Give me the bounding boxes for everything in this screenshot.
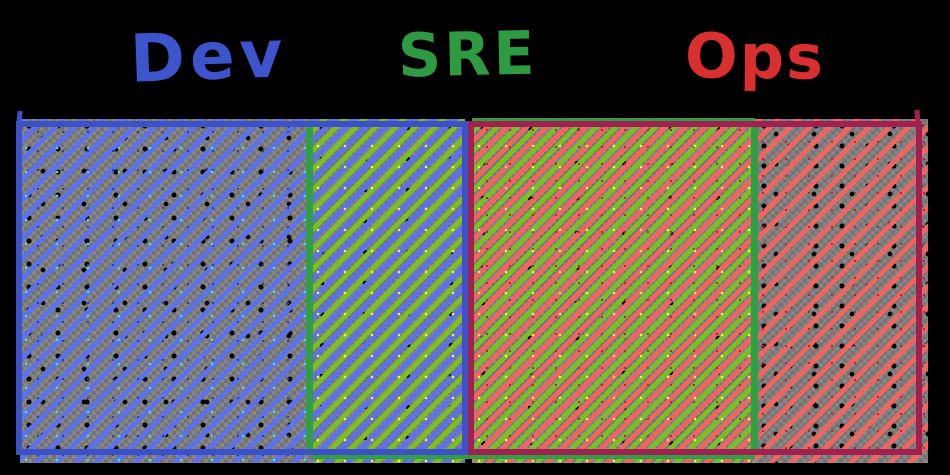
ops-label: Ops bbox=[684, 19, 826, 94]
region-dev-only bbox=[20, 119, 311, 463]
dev-rectangle-border bbox=[16, 121, 468, 455]
sre-label: SRE bbox=[397, 18, 539, 92]
region-dev-sre-overlap bbox=[311, 119, 465, 463]
ops-corner-overshoot-tick bbox=[914, 109, 921, 125]
sre-right-border bbox=[751, 123, 758, 453]
sre-bottom-border bbox=[311, 453, 755, 459]
dev-label: Dev bbox=[128, 15, 289, 98]
region-ops-only bbox=[755, 119, 928, 463]
ops-rectangle-border bbox=[468, 121, 922, 455]
region-sre-ops-overlap bbox=[472, 119, 755, 463]
sre-left-border bbox=[306, 123, 313, 453]
